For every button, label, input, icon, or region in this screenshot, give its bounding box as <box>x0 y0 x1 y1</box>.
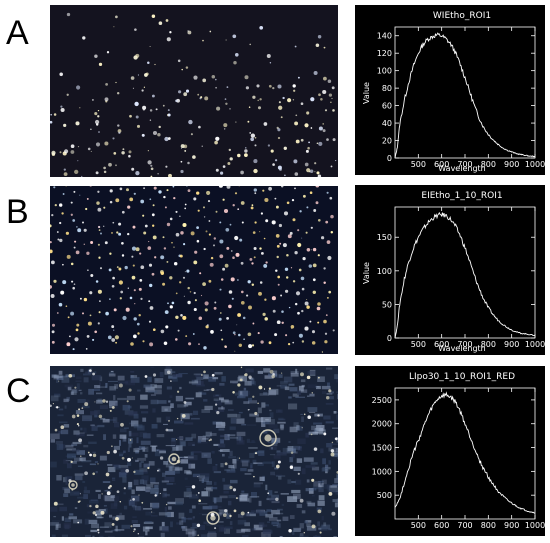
plot-background <box>355 5 545 175</box>
panel-label-b: B <box>6 193 29 231</box>
y-tick-label: 20 <box>382 137 392 146</box>
chart-title: WIEtho_ROI1 <box>433 11 491 21</box>
particle-layer <box>50 12 337 177</box>
x-tick-label: 600 <box>434 340 449 349</box>
panel-label-c: C <box>6 372 31 410</box>
spectrum-chart-c: LIpo30_1_10_ROI1_RED 500 600 700 800 900 1000… <box>355 366 545 536</box>
x-tick-label: 500 <box>411 340 426 349</box>
particle-layer <box>50 186 335 353</box>
spectrum-line <box>394 211 536 339</box>
spectrum-chart-a: WIEtho_ROI1 Wavelength Value 500 600 700 80… <box>355 5 545 175</box>
x-tick-label: 900 <box>504 340 519 349</box>
y-tick-label: 60 <box>382 102 392 111</box>
x-tick-label: 1000 <box>525 160 545 169</box>
y-tick-label: 2500 <box>372 396 392 405</box>
y-tick-label: 500 <box>377 491 392 500</box>
y-axis-label: Value <box>362 262 371 284</box>
y-tick-label: 80 <box>382 84 392 93</box>
micrograph-a <box>50 5 338 177</box>
x-tick-label: 600 <box>434 160 449 169</box>
micrograph-image-b <box>50 186 338 354</box>
y-tick-label: 150 <box>377 233 392 242</box>
y-tick-label: 140 <box>377 32 392 41</box>
chart-title: LIpo30_1_10_ROI1_RED <box>409 372 515 382</box>
panel-label-a: A <box>6 14 29 52</box>
y-tick-label: 1000 <box>372 467 392 476</box>
x-tick-label: 1000 <box>525 521 545 530</box>
x-tick-label: 500 <box>411 160 426 169</box>
x-tick-label: 1000 <box>525 340 545 349</box>
x-tick-label: 800 <box>481 340 496 349</box>
y-tick-label: 0 <box>387 334 392 343</box>
y-tick-label: 1500 <box>372 444 392 453</box>
micrograph-b <box>50 186 338 354</box>
spectrum-line <box>394 32 536 158</box>
micrograph-image-c <box>50 366 338 537</box>
y-tick-label: 50 <box>382 300 392 309</box>
micrograph-c <box>50 366 338 537</box>
plot-background <box>355 366 545 536</box>
x-tick-label: 900 <box>504 521 519 530</box>
x-tick-label: 600 <box>434 521 449 530</box>
y-tick-label: 100 <box>377 67 392 76</box>
x-tick-label: 800 <box>481 521 496 530</box>
spectrum-plot-a: WIEtho_ROI1 Wavelength Value 500 600 700 80… <box>355 5 545 175</box>
spectrum-chart-b: EIEtho_1_10_ROI1 Wavelength Value 500 600… <box>355 185 545 355</box>
y-tick-label: 120 <box>377 49 392 58</box>
x-tick-label: 700 <box>457 340 472 349</box>
y-tick-label: 40 <box>382 119 392 128</box>
spectrum-plot-c: LIpo30_1_10_ROI1_RED 500 600 700 800 900 1000… <box>355 366 545 536</box>
x-tick-label: 700 <box>457 160 472 169</box>
chart-title: EIEtho_1_10_ROI1 <box>421 191 502 201</box>
spectrum-line <box>394 391 536 514</box>
x-tick-label: 800 <box>481 160 496 169</box>
x-tick-label: 500 <box>411 521 426 530</box>
y-tick-label: 100 <box>377 267 392 276</box>
y-axis-label: Value <box>362 82 371 104</box>
micrograph-image-a <box>50 5 338 177</box>
plot-background <box>355 185 545 355</box>
y-tick-label: 0 <box>387 154 392 163</box>
y-tick-label: 2000 <box>372 420 392 429</box>
x-tick-label: 700 <box>457 521 472 530</box>
x-axis-label: Wavelength <box>438 344 485 353</box>
spectrum-plot-b: EIEtho_1_10_ROI1 Wavelength Value 500 600… <box>355 185 545 355</box>
x-axis-label: Wavelength <box>438 164 485 173</box>
x-tick-label: 900 <box>504 160 519 169</box>
particle-layer <box>50 366 338 537</box>
